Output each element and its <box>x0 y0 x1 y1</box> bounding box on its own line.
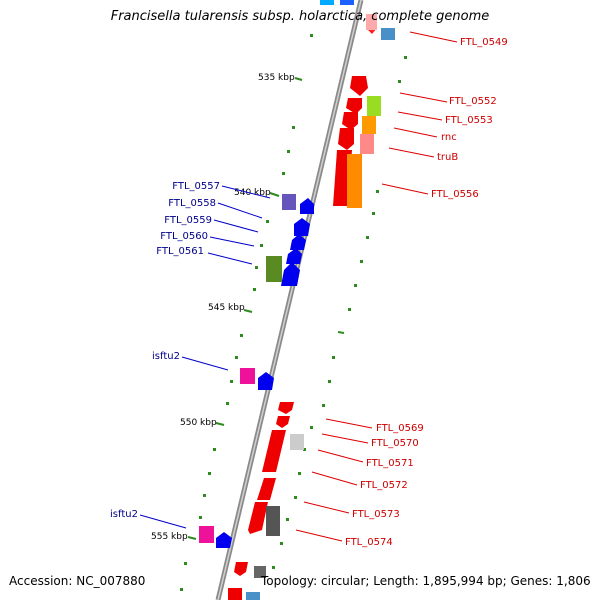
genes-forward <box>320 0 395 208</box>
gene-label[interactable]: FTL_0556 <box>431 189 479 200</box>
topology-text: Topology: circular; Length: 1,895,994 bp… <box>261 574 591 588</box>
gene-isftu2-a-blue[interactable] <box>258 372 274 390</box>
gene-label[interactable]: FTL_0553 <box>445 115 493 126</box>
gene-trub-pink[interactable] <box>360 134 374 154</box>
gene-ftl-0572[interactable] <box>257 478 276 500</box>
tick-535 <box>294 77 303 81</box>
gene-ftl-0574[interactable] <box>266 506 280 536</box>
gene-label[interactable]: isftu2 <box>110 509 138 520</box>
gene-label[interactable]: FTL_0561 <box>156 246 204 257</box>
gene-label[interactable]: FTL_0560 <box>160 231 208 242</box>
gene-ftl-0552-green[interactable] <box>367 96 381 116</box>
gene-label[interactable]: isftu2 <box>152 351 180 362</box>
tick-545 <box>243 309 253 313</box>
map-title: Francisella tularensis subsp. holarctica… <box>110 9 490 24</box>
gene-label[interactable]: FTL_0569 <box>376 423 424 434</box>
gene-label[interactable]: FTL_0570 <box>371 438 419 449</box>
gene-bottom-a[interactable] <box>234 562 248 576</box>
gene-ftl-0552[interactable] <box>350 76 368 96</box>
left-gene-labels: FTL_0557 FTL_0558 FTL_0559 FTL_0560 FTL_… <box>110 181 220 520</box>
gene-isftu2-b-blue[interactable] <box>216 532 232 548</box>
gene-ftl-0549-pink[interactable] <box>366 14 377 30</box>
gene-ftl-0557[interactable] <box>282 194 296 210</box>
gene-label[interactable]: FTL_0549 <box>460 37 508 48</box>
gene-ftl-0558[interactable] <box>300 198 314 214</box>
scale-label: 550 kbp <box>180 418 217 428</box>
gene-top-blue[interactable] <box>340 0 354 5</box>
gene-ftl-0559[interactable] <box>294 218 310 236</box>
scale-ticks <box>187 77 345 540</box>
genes-reverse <box>199 194 314 600</box>
gene-ftl-0573[interactable] <box>248 502 268 534</box>
gene-ftl-0569[interactable] <box>278 402 294 414</box>
gene-label[interactable]: FTL_0552 <box>449 96 497 107</box>
gene-isftu2-b-pink[interactable] <box>199 526 214 543</box>
gene-label[interactable]: FTL_0573 <box>352 509 400 520</box>
gene-label[interactable]: FTL_0557 <box>172 181 220 192</box>
scale-labels: 535 kbp 540 kbp 545 kbp 550 kbp 555 kbp <box>151 73 295 542</box>
gene-bottom-red[interactable] <box>228 588 242 600</box>
gene-bottom-grey[interactable] <box>254 566 266 578</box>
gene-label[interactable]: truB <box>437 152 458 163</box>
gene-ftl-0561-a[interactable] <box>286 248 302 264</box>
tick-550 <box>215 422 225 426</box>
right-gene-labels: FTL_0549 FTL_0552 FTL_0553 rnc truB FTL_… <box>345 37 508 548</box>
scale-label: 540 kbp <box>234 188 271 198</box>
gene-trub[interactable] <box>338 128 354 150</box>
gene-ftl-0570-grey[interactable] <box>290 434 304 450</box>
gene-ftl-0571[interactable] <box>262 430 286 472</box>
accession-text: Accession: NC_007880 <box>9 574 146 588</box>
tick-right-a <box>337 331 345 334</box>
left-leader-lines <box>139 185 271 529</box>
gene-ftl-0553[interactable] <box>346 98 362 114</box>
gene-ftl-0556-orange[interactable] <box>347 154 362 208</box>
genome-backbone-highlight <box>217 0 362 601</box>
tick-540 <box>269 192 280 197</box>
scale-label: 535 kbp <box>258 73 295 83</box>
tick-555 <box>187 536 197 540</box>
gene-rnc-orange[interactable] <box>362 116 376 134</box>
gene-label[interactable]: FTL_0571 <box>366 458 414 469</box>
gene-ftl-0561-green[interactable] <box>266 256 282 282</box>
gene-top-cyan[interactable] <box>320 0 334 5</box>
gene-label[interactable]: rnc <box>441 132 457 143</box>
gene-bottom-blue[interactable] <box>246 592 260 600</box>
right-leader-lines <box>295 31 458 542</box>
gene-ftl-0560[interactable] <box>290 234 306 250</box>
gene-label[interactable]: FTL_0572 <box>360 480 408 491</box>
gene-label[interactable]: FTL_0574 <box>345 537 393 548</box>
minor-ticks <box>180 34 407 591</box>
gene-rnc[interactable] <box>342 112 358 130</box>
gene-label[interactable]: FTL_0559 <box>164 215 212 226</box>
gene-label[interactable]: FTL_0558 <box>168 198 216 209</box>
gene-ftl-0561-b[interactable] <box>281 262 300 286</box>
scale-label: 545 kbp <box>208 303 245 313</box>
gene-ftl-0549-b[interactable] <box>381 28 395 40</box>
gene-ftl-0570[interactable] <box>276 416 290 428</box>
scale-label: 555 kbp <box>151 532 188 542</box>
gene-isftu2-a-pink[interactable] <box>240 368 255 384</box>
